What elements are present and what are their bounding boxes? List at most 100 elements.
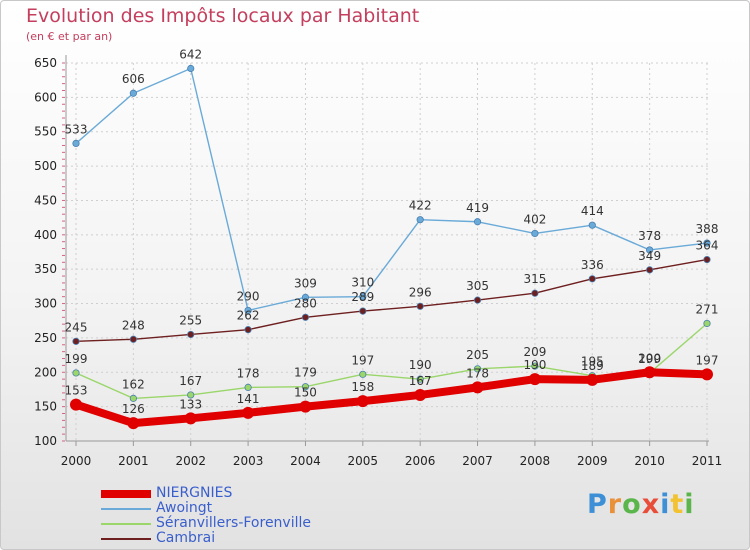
y-tick-label: 400 <box>34 228 57 242</box>
data-label: 414 <box>581 204 604 218</box>
legend-label: Cambrai <box>156 530 216 546</box>
data-label: 199 <box>638 352 661 366</box>
chart-title: Evolution des Impôts locaux par Habitant <box>26 5 420 27</box>
data-point <box>531 289 539 297</box>
x-tick-label: 2003 <box>233 454 264 468</box>
x-tick-label: 2011 <box>692 454 723 468</box>
data-point <box>244 383 252 391</box>
data-label: 378 <box>638 229 661 243</box>
data-label: 197 <box>696 353 719 367</box>
data-label: 305 <box>466 279 489 293</box>
data-point <box>416 375 424 383</box>
data-label: 190 <box>523 358 546 372</box>
data-point <box>187 64 195 73</box>
y-tick-label: 450 <box>34 193 57 207</box>
data-label: 422 <box>409 199 432 213</box>
data-label: 290 <box>237 289 260 303</box>
data-point <box>129 335 137 343</box>
data-label: 189 <box>581 359 604 373</box>
data-point <box>242 406 255 419</box>
series-line-cambrai <box>75 258 708 343</box>
data-point <box>359 293 367 301</box>
data-label: 296 <box>409 285 432 299</box>
x-tick-label: 2001 <box>118 454 149 468</box>
data-label: 126 <box>122 402 145 416</box>
data-point <box>703 319 711 328</box>
data-point <box>414 388 427 401</box>
data-label: 336 <box>581 258 604 272</box>
data-point <box>473 218 482 226</box>
series-line-s-ranvillers-forenville <box>75 322 708 400</box>
legend-label: Awoingt <box>156 500 213 516</box>
y-tick-label: 250 <box>34 331 57 345</box>
data-point <box>416 216 424 224</box>
data-point <box>588 275 596 283</box>
chart-subtitle: (en € et par an) <box>26 30 113 43</box>
data-point <box>473 296 482 304</box>
data-label: 315 <box>523 272 546 286</box>
data-label: 195 <box>581 355 604 369</box>
data-point <box>127 417 140 430</box>
data-point <box>187 330 195 339</box>
data-point <box>184 412 197 425</box>
data-label: 162 <box>122 377 145 391</box>
x-tick-label: 2002 <box>175 454 206 468</box>
y-tick-label: 300 <box>34 297 57 311</box>
y-tick-label: 350 <box>34 262 57 276</box>
y-tick-label: 600 <box>34 90 57 104</box>
data-label: 205 <box>466 348 489 362</box>
data-label: 190 <box>409 358 432 372</box>
y-tick-label: 650 <box>34 56 57 70</box>
logo-letter: t <box>670 489 685 520</box>
data-point <box>72 337 80 345</box>
data-label: 200 <box>638 351 661 365</box>
y-tick-label: 150 <box>34 400 57 414</box>
data-point <box>244 326 252 334</box>
data-label: 167 <box>179 374 202 388</box>
data-label: 364 <box>696 239 719 253</box>
data-label: 262 <box>237 309 260 323</box>
data-label: 178 <box>237 366 260 380</box>
data-point <box>72 369 80 377</box>
data-label: 248 <box>122 318 145 332</box>
data-label: 178 <box>466 366 489 380</box>
data-point <box>299 400 312 413</box>
data-point <box>646 266 654 274</box>
data-label: 158 <box>351 380 374 394</box>
data-point <box>129 394 137 402</box>
data-point <box>471 381 484 394</box>
data-label: 199 <box>65 352 88 366</box>
legend-swatch <box>101 538 151 540</box>
data-point <box>70 398 82 411</box>
data-point <box>359 307 367 315</box>
data-point <box>531 229 539 238</box>
legend-swatch <box>101 508 151 510</box>
series-line-niergnies <box>72 368 711 428</box>
data-label: 309 <box>294 276 317 290</box>
data-label: 419 <box>466 201 489 215</box>
data-label: 197 <box>351 353 374 367</box>
logo-letter: o <box>622 489 642 520</box>
x-tick-label: 2008 <box>520 454 551 468</box>
data-point <box>72 139 80 148</box>
x-tick-label: 2005 <box>348 454 379 468</box>
legend-label: Séranvillers-Forenville <box>156 515 311 531</box>
legend-swatch <box>101 523 151 525</box>
logo-letter: r <box>607 489 623 520</box>
y-tick-label: 500 <box>34 159 57 173</box>
data-label: 271 <box>696 302 719 316</box>
data-label: 153 <box>65 384 88 398</box>
x-tick-label: 2004 <box>290 454 321 468</box>
data-label: 167 <box>409 374 432 388</box>
data-point <box>187 391 195 399</box>
data-label: 642 <box>179 47 202 61</box>
data-point <box>301 313 310 321</box>
data-point <box>586 373 599 386</box>
data-label: 310 <box>351 276 374 290</box>
data-label: 402 <box>523 212 546 226</box>
data-point <box>244 306 252 315</box>
data-label: 255 <box>179 313 202 327</box>
data-point <box>531 362 539 370</box>
